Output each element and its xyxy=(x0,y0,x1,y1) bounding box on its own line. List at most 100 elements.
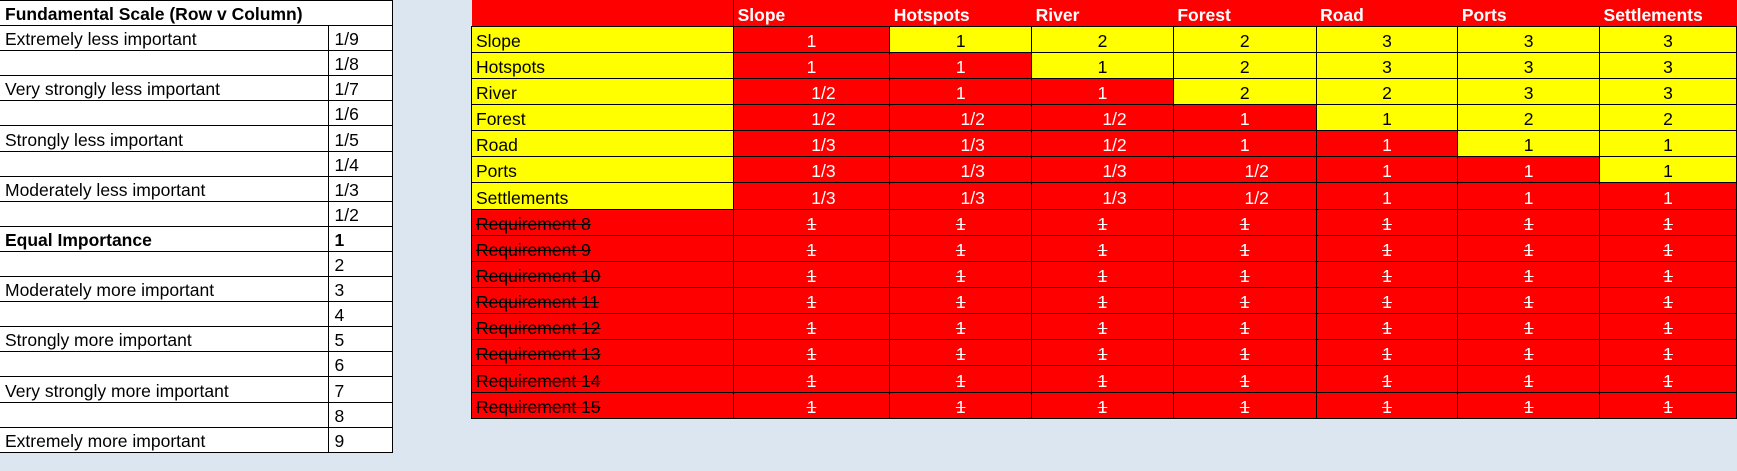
matrix-value-cell[interactable]: 1 xyxy=(1031,313,1174,341)
scale-value-cell[interactable]: 1/2 xyxy=(327,200,393,227)
scale-label-cell[interactable]: Very strongly less important xyxy=(0,75,329,102)
scale-value-cell[interactable]: 1/7 xyxy=(327,75,393,102)
matrix-value-cell[interactable]: 1 xyxy=(1031,287,1174,315)
scale-value-cell[interactable]: 9 xyxy=(327,426,393,453)
matrix-value-cell[interactable]: 1 xyxy=(1172,391,1317,419)
matrix-value-cell[interactable]: 1/2 xyxy=(732,104,891,132)
matrix-value-cell[interactable]: 1 xyxy=(889,208,1033,236)
matrix-value-cell[interactable]: 1 xyxy=(1315,391,1459,419)
matrix-value-cell[interactable]: 1 xyxy=(1599,313,1737,341)
matrix-value-cell[interactable]: 1 xyxy=(1172,260,1317,289)
matrix-value-cell[interactable]: 1/2 xyxy=(1172,156,1317,184)
matrix-value-cell[interactable]: 1 xyxy=(1457,365,1601,393)
scale-label-cell[interactable] xyxy=(0,201,329,227)
row-label-cell[interactable]: Requirement 11 xyxy=(471,287,734,315)
matrix-value-cell[interactable]: 3 xyxy=(1315,51,1459,79)
scale-label-cell[interactable] xyxy=(0,151,329,177)
matrix-value-cell[interactable]: 1 xyxy=(889,25,1033,53)
matrix-value-cell[interactable]: 1/3 xyxy=(732,130,891,158)
matrix-value-cell[interactable]: 1/2 xyxy=(889,104,1033,132)
matrix-value-cell[interactable]: 1 xyxy=(1315,156,1459,184)
matrix-value-cell[interactable]: 1 xyxy=(1457,234,1601,262)
matrix-value-cell[interactable]: 1 xyxy=(1599,339,1737,367)
matrix-value-cell[interactable]: 1 xyxy=(1031,51,1174,79)
row-label-cell[interactable]: Requirement 8 xyxy=(471,208,734,236)
matrix-value-cell[interactable]: 1 xyxy=(889,287,1033,315)
matrix-value-cell[interactable]: 1/2 xyxy=(1031,130,1174,158)
scale-value-cell[interactable]: 3 xyxy=(327,276,393,303)
matrix-value-cell[interactable]: 1 xyxy=(1315,313,1459,341)
scale-label-cell[interactable] xyxy=(0,100,329,126)
row-label-cell[interactable]: Forest xyxy=(471,104,734,132)
matrix-value-cell[interactable]: 2 xyxy=(1031,25,1174,53)
row-label-cell[interactable]: Hotspots xyxy=(471,51,734,79)
matrix-value-cell[interactable]: 1 xyxy=(1315,104,1459,132)
matrix-value-cell[interactable]: 1 xyxy=(889,260,1033,289)
matrix-value-cell[interactable]: 3 xyxy=(1599,77,1737,106)
matrix-value-cell[interactable]: 1 xyxy=(1599,208,1737,236)
row-label-cell[interactable]: Requirement 15 xyxy=(471,391,734,419)
scale-label-cell[interactable]: Strongly more important xyxy=(0,326,329,353)
scale-value-cell[interactable]: 2 xyxy=(327,250,393,278)
column-header-ports[interactable]: Ports xyxy=(1457,0,1600,27)
matrix-value-cell[interactable]: 1 xyxy=(1172,365,1317,393)
row-label-cell[interactable]: Slope xyxy=(471,25,734,53)
matrix-value-cell[interactable]: 1 xyxy=(1315,339,1459,367)
matrix-value-cell[interactable]: 1/3 xyxy=(889,130,1033,158)
matrix-value-cell[interactable]: 1 xyxy=(1172,287,1317,315)
matrix-value-cell[interactable]: 1/3 xyxy=(1031,182,1174,210)
scale-value-cell[interactable]: 1/4 xyxy=(327,150,393,177)
row-label-cell[interactable]: Requirement 9 xyxy=(471,234,734,262)
matrix-value-cell[interactable]: 2 xyxy=(1172,77,1317,106)
matrix-value-cell[interactable]: 1 xyxy=(889,339,1033,367)
matrix-value-cell[interactable]: 1/3 xyxy=(1031,156,1174,184)
matrix-value-cell[interactable]: 1 xyxy=(1315,208,1459,236)
matrix-value-cell[interactable]: 1 xyxy=(1031,208,1174,236)
row-label-cell[interactable]: Requirement 14 xyxy=(471,365,734,393)
matrix-value-cell[interactable]: 1 xyxy=(732,391,891,419)
matrix-value-cell[interactable]: 1 xyxy=(889,391,1033,419)
matrix-value-cell[interactable]: 1 xyxy=(1172,130,1317,158)
matrix-value-cell[interactable]: 1 xyxy=(732,260,891,289)
matrix-value-cell[interactable]: 1 xyxy=(1315,260,1459,289)
matrix-value-cell[interactable]: 1/3 xyxy=(732,182,891,210)
matrix-value-cell[interactable]: 1 xyxy=(732,51,891,79)
matrix-value-cell[interactable]: 1 xyxy=(1599,391,1737,419)
matrix-value-cell[interactable]: 1 xyxy=(1457,260,1601,289)
matrix-value-cell[interactable]: 1 xyxy=(1599,156,1737,184)
matrix-value-cell[interactable]: 1 xyxy=(1599,130,1737,158)
matrix-value-cell[interactable]: 1 xyxy=(1031,77,1174,106)
matrix-value-cell[interactable]: 1 xyxy=(732,25,891,53)
row-label-cell[interactable]: Ports xyxy=(471,156,734,184)
matrix-value-cell[interactable]: 1 xyxy=(889,51,1033,79)
matrix-value-cell[interactable]: 1 xyxy=(1457,287,1601,315)
matrix-value-cell[interactable]: 1/2 xyxy=(1031,104,1174,132)
matrix-value-cell[interactable]: 1 xyxy=(732,365,891,393)
scale-label-cell[interactable]: Moderately less important xyxy=(0,175,329,202)
scale-value-cell[interactable]: 1/9 xyxy=(327,25,393,52)
matrix-value-cell[interactable]: 3 xyxy=(1599,51,1737,79)
matrix-value-cell[interactable]: 1 xyxy=(1457,130,1601,158)
scale-title[interactable]: Fundamental Scale (Row v Column) xyxy=(0,0,393,27)
column-header-road[interactable]: Road xyxy=(1316,0,1458,27)
matrix-value-cell[interactable]: 1 xyxy=(1599,365,1737,393)
matrix-value-cell[interactable]: 1 xyxy=(732,313,891,341)
matrix-value-cell[interactable]: 2 xyxy=(1599,104,1737,132)
column-header-slope[interactable]: Slope xyxy=(733,0,890,27)
scale-label-cell[interactable] xyxy=(0,402,329,428)
matrix-value-cell[interactable]: 1/3 xyxy=(732,156,891,184)
matrix-value-cell[interactable]: 1 xyxy=(1457,391,1601,419)
scale-value-cell[interactable]: 1/3 xyxy=(327,175,393,202)
matrix-corner-cell[interactable] xyxy=(471,0,734,27)
matrix-value-cell[interactable]: 1 xyxy=(889,365,1033,393)
scale-value-cell[interactable]: 7 xyxy=(327,376,393,403)
scale-value-cell[interactable]: 8 xyxy=(327,401,393,428)
matrix-value-cell[interactable]: 1/2 xyxy=(1172,182,1317,210)
matrix-value-cell[interactable]: 1 xyxy=(1031,234,1174,262)
matrix-value-cell[interactable]: 1 xyxy=(889,313,1033,341)
matrix-value-cell[interactable]: 1/3 xyxy=(889,156,1033,184)
column-header-river[interactable]: River xyxy=(1031,0,1174,27)
matrix-value-cell[interactable]: 1 xyxy=(1457,156,1601,184)
scale-value-cell[interactable]: 6 xyxy=(327,351,393,378)
matrix-value-cell[interactable]: 1/2 xyxy=(732,77,891,106)
